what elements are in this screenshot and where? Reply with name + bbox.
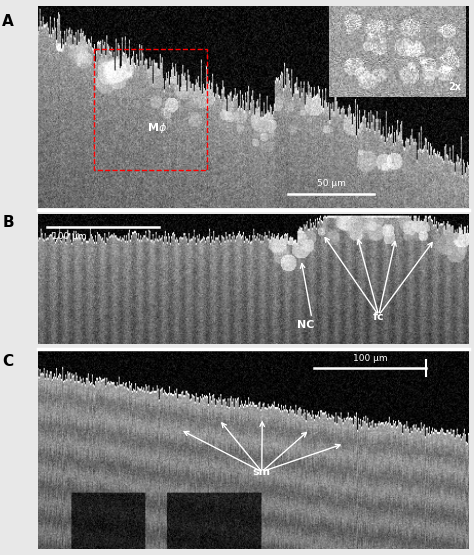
Text: fc: fc [373, 312, 384, 322]
Text: sm: sm [253, 467, 271, 477]
Text: 100 μm: 100 μm [353, 354, 387, 364]
Bar [94, 49, 207, 170]
Text: A: A [2, 14, 14, 29]
Text: B: B [2, 215, 14, 230]
Text: 2x: 2x [448, 82, 461, 92]
Text: M$\phi$: M$\phi$ [146, 120, 166, 135]
Text: C: C [2, 354, 13, 369]
Text: 50 μm: 50 μm [317, 179, 346, 189]
Text: 100 μm: 100 μm [52, 232, 86, 241]
Text: NC: NC [297, 320, 314, 330]
